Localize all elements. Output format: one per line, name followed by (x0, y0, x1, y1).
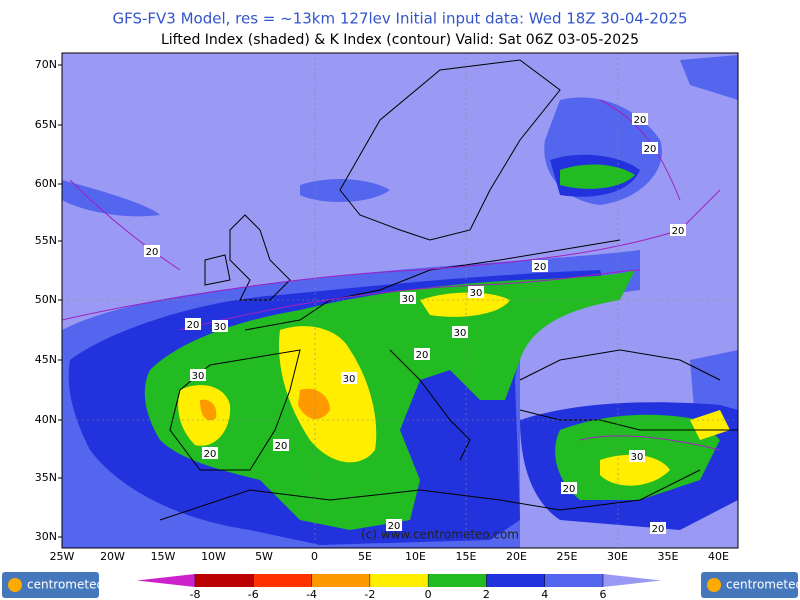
lon-label: 20W (100, 550, 125, 563)
contour-label: 20 (388, 521, 401, 532)
contour-label-bg (561, 482, 577, 494)
lat-label: 55N (35, 234, 57, 247)
colorbar-segment (428, 574, 487, 587)
lat-label: 30N (35, 530, 57, 543)
contour-label: 20 (146, 247, 159, 258)
contour-label-bg (341, 372, 357, 384)
contour-label-bg (468, 286, 484, 298)
lat-label: 40N (35, 413, 57, 426)
colorbar-segment (369, 574, 429, 587)
contour-label: 30 (192, 371, 205, 382)
contour-label-bg (532, 260, 548, 272)
lon-label: 10E (405, 550, 426, 563)
contour-label-bg (650, 522, 666, 534)
contour-label-bg (452, 326, 468, 338)
contour-label-bg (632, 113, 648, 125)
contour-label: 20 (644, 144, 657, 155)
contour-label: 20 (634, 115, 647, 126)
logo-text: centrometeo (27, 578, 104, 592)
contour-label: 20 (204, 449, 217, 460)
contour-label-bg (273, 439, 289, 451)
logo-text: centrometeo (726, 578, 800, 592)
lon-label: 20E (506, 550, 527, 563)
colorbar-segment (486, 574, 545, 587)
lon-label: 5E (358, 550, 372, 563)
lon-label: 25E (557, 550, 578, 563)
colorbar: -8 -6 -4 -2 0 2 4 6 (136, 574, 662, 600)
contour-label: 20 (652, 524, 665, 535)
colorbar-label: 0 (425, 588, 432, 600)
colorbar-label: -2 (364, 588, 375, 600)
contour-label-bg (629, 450, 645, 462)
colorbar-label: -8 (190, 588, 201, 600)
contour-label: 30 (343, 374, 356, 385)
lon-label: 0 (311, 550, 318, 563)
contour-label: 30 (214, 322, 227, 333)
lon-label: 15W (151, 550, 176, 563)
map-labels: 70N 65N 60N 55N 50N 45N 40N 35N 30N 25W 20W 15W 10W 5… (35, 58, 729, 563)
contour-label-bg (185, 318, 201, 330)
lon-label: 10W (201, 550, 226, 563)
lon-label: 40E (708, 550, 729, 563)
contour-label-bg (190, 369, 206, 381)
title: GFS-FV3 Model, res = ~13km 127lev Initia… (112, 10, 687, 28)
logo-icon (8, 578, 22, 592)
contour-label-bg (202, 447, 218, 459)
colorbar-segment (544, 574, 603, 587)
contour-label-bg (386, 519, 402, 531)
colorbar-label: 6 (600, 588, 607, 600)
contour-label: 20 (275, 441, 288, 452)
contour-label-bg (212, 320, 228, 332)
colorbar-label: 4 (541, 588, 548, 600)
watermark: (c) www.centrometeo.com (361, 528, 519, 542)
colorbar-label: 2 (483, 588, 490, 600)
contour-label-bg (400, 292, 416, 304)
contour-label-bg (144, 245, 160, 257)
lat-label: 70N (35, 58, 57, 71)
contour-label: 20 (534, 262, 547, 273)
map-area: 70N 65N 60N 55N 50N 45N 40N 35N 30N 25W 20W 15W 10W 5… (35, 52, 739, 563)
shading-orange (200, 388, 330, 421)
contour-label: 30 (402, 294, 415, 305)
lat-label: 35N (35, 471, 57, 484)
contour-label: 20 (563, 484, 576, 495)
contour-label: 20 (187, 320, 200, 331)
lon-label: 30E (607, 550, 628, 563)
colorbar-segment (195, 574, 254, 587)
contour-label: 30 (454, 328, 467, 339)
lon-label: 5W (255, 550, 273, 563)
lon-label: 35E (658, 550, 679, 563)
subtitle: Lifted Index (shaded) & K Index (contour… (161, 32, 639, 48)
logo-box (2, 572, 99, 598)
logo-left: centrometeo (2, 572, 104, 598)
contour-label-bg (414, 348, 430, 360)
logo-icon (707, 578, 721, 592)
contour-label: 30 (470, 288, 483, 299)
contour-label-bg (670, 224, 686, 236)
colorbar-label: -6 (248, 588, 259, 600)
contour-label-bg (642, 142, 658, 154)
colorbar-end-high (603, 574, 662, 587)
lat-label: 60N (35, 177, 57, 190)
coastlines (159, 59, 738, 521)
colorbar-segment (311, 574, 370, 587)
k-index-contours (62, 99, 721, 451)
lat-label: 45N (35, 353, 57, 366)
lon-label: 15E (456, 550, 477, 563)
contour-label: 30 (631, 452, 644, 463)
colorbar-segment (253, 574, 312, 587)
lat-label: 65N (35, 118, 57, 131)
shading-yellow (178, 292, 730, 486)
logo-right: centrometeo (701, 572, 800, 598)
colorbar-label: -4 (306, 588, 317, 600)
lat-label: 50N (35, 293, 57, 306)
contour-label: 20 (672, 226, 685, 237)
lon-label: 25W (50, 550, 75, 563)
colorbar-end-low (136, 574, 195, 587)
logo-box (701, 572, 798, 598)
contour-label: 20 (416, 350, 429, 361)
